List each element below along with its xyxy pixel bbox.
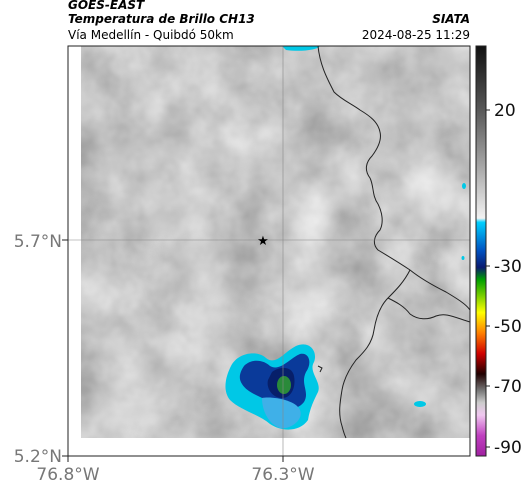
- datetime-label: 2024-08-25 11:29: [361, 28, 470, 42]
- region-subtitle: Vía Medellín - Quibdó 50km: [68, 28, 234, 42]
- cold-cloud-patch-right: [414, 401, 426, 407]
- colorbar-tick-label: -50: [494, 317, 522, 337]
- brand-label: SIATA: [432, 12, 470, 26]
- cold-cloud-cluster: [225, 344, 319, 430]
- cold-cloud-speck-1: [462, 183, 466, 189]
- colorbar-tick-label: 20: [494, 101, 516, 121]
- cold-cloud-speck-2: [461, 256, 465, 260]
- colorbar-tick-label: -70: [494, 377, 522, 397]
- plot-border: [67, 45, 471, 457]
- y-tick-label: 5.2°N: [14, 447, 62, 467]
- satellite-title: GOES-EAST: [68, 0, 145, 12]
- x-tick-label: 76.3°W: [251, 465, 314, 485]
- boundary-fragment: [317, 365, 323, 373]
- cold-cloud-patch-top: [282, 46, 320, 51]
- product-title: Temperatura de Brillo CH13: [68, 12, 255, 26]
- y-tick-label: 5.7°N: [14, 232, 62, 252]
- colorbar: 20 -30 -50 -70 -90: [475, 45, 522, 458]
- x-tick-label: 76.8°W: [36, 465, 99, 485]
- department-boundary-branch: [387, 297, 470, 323]
- colorbar-gradient: [475, 45, 487, 457]
- department-boundary-east: [317, 46, 470, 311]
- star-icon: ★: [257, 234, 269, 249]
- colorbar-tick-label: -90: [494, 438, 522, 458]
- colorbar-tick-label: -30: [494, 257, 522, 277]
